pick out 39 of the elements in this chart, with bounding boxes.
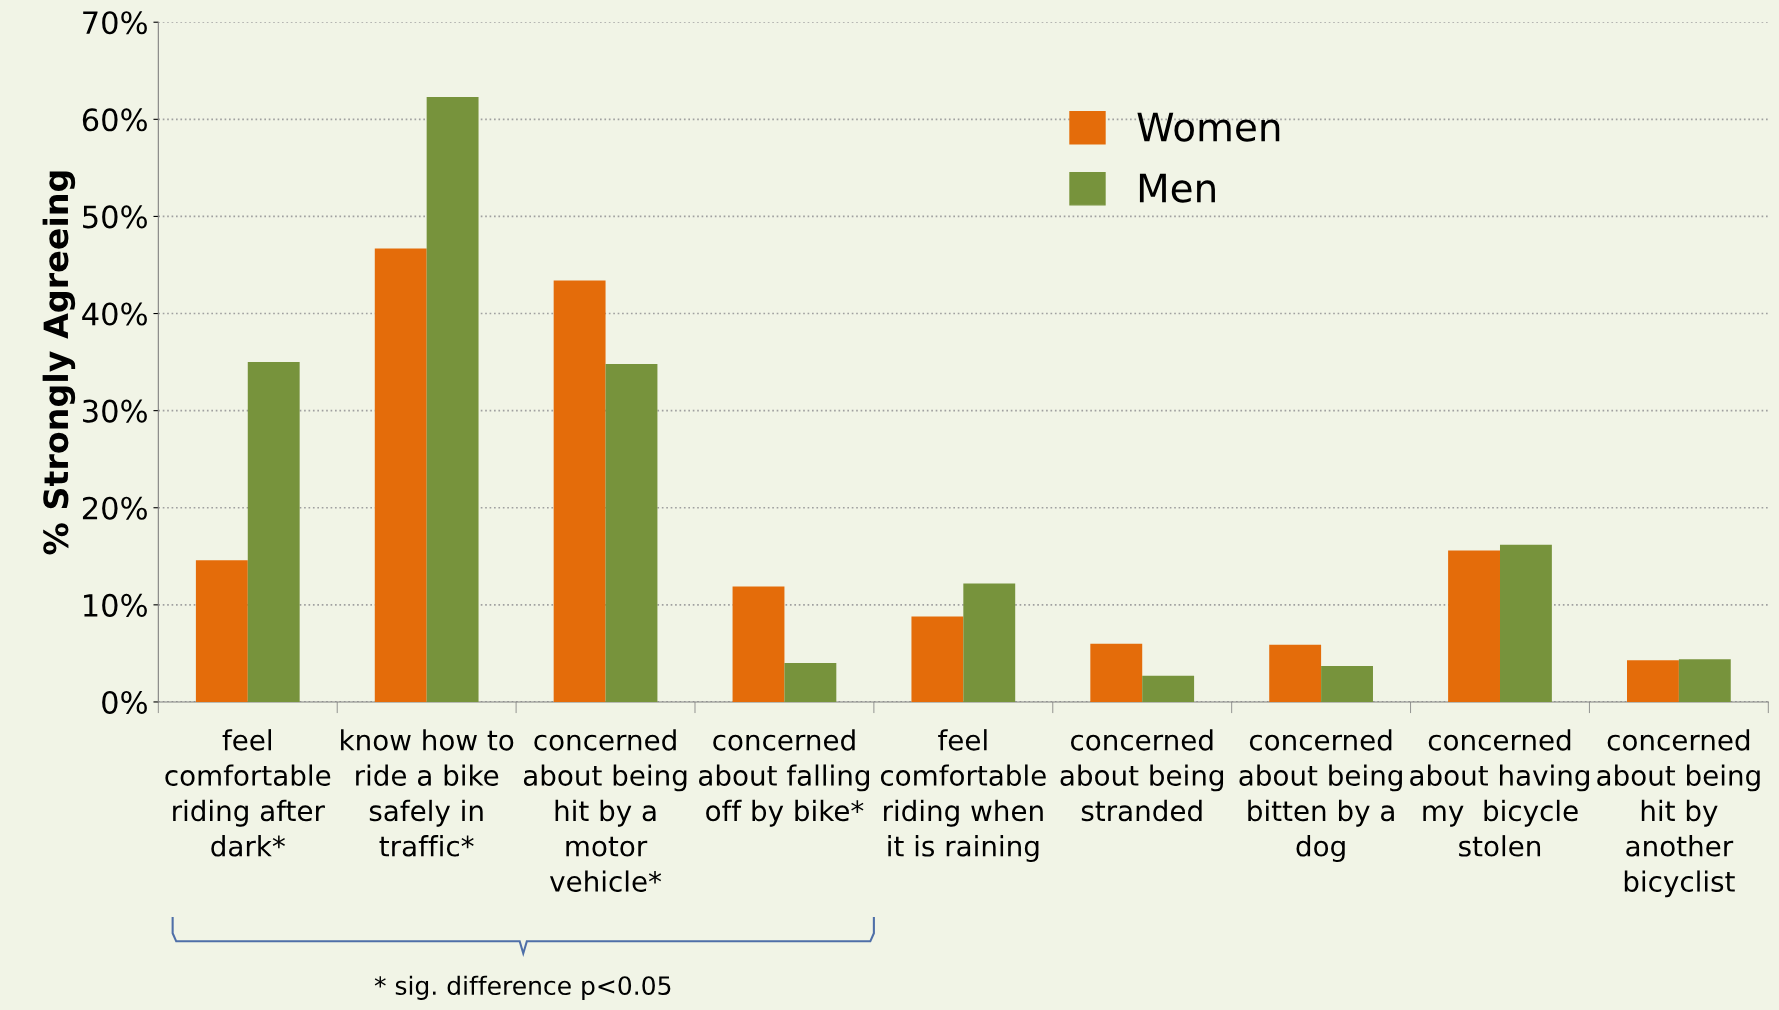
bar <box>963 583 1016 702</box>
x-tick-label: feel comfortable riding when it is raining <box>880 729 1046 862</box>
bar <box>1321 666 1373 702</box>
bar <box>1142 675 1195 702</box>
x-tick-label: concerned about being hit by a motor vehicle* <box>523 729 687 892</box>
bar <box>1627 660 1679 702</box>
x-tick-label: know how to ride a bike safely in traffic* <box>341 729 514 857</box>
x-tick-label: concerned about having my bicycle stolen <box>1410 729 1589 857</box>
y-tick-label: 20% <box>82 496 147 520</box>
x-tick-label: concerned about being bitten by a dog <box>1239 729 1402 862</box>
y-tick-label: 60% <box>82 108 147 132</box>
x-tick-label: concerned about being stranded <box>1060 729 1224 822</box>
x-tick-label: feel comfortable riding after dark* <box>165 729 331 857</box>
bar <box>1678 659 1731 702</box>
bar <box>374 248 427 702</box>
bar <box>784 663 837 702</box>
y-tick-label: 0% <box>102 690 147 714</box>
bar <box>732 586 785 702</box>
bar <box>1499 544 1552 702</box>
y-tick-label: 50% <box>83 205 147 229</box>
x-tick-label: concerned about falling off by bike* <box>699 729 869 827</box>
bar <box>1090 643 1143 702</box>
legend-label: Men <box>1139 173 1215 203</box>
bar <box>605 364 658 702</box>
bar <box>247 362 300 702</box>
legend-label: Women <box>1137 112 1280 142</box>
bar <box>426 96 479 702</box>
bar <box>1448 550 1500 702</box>
bar <box>911 616 964 702</box>
y-tick-label: 40% <box>82 302 147 326</box>
text: * sig. difference p<0.05 <box>374 975 671 1000</box>
y-tick-label: 10% <box>84 593 147 617</box>
bar <box>1269 644 1322 702</box>
y-axis-title: % Strongly Agreeing <box>42 171 76 555</box>
x-tick-label: concerned about being hit by another bicyclist <box>1597 729 1760 898</box>
y-tick-label: 30% <box>83 399 147 423</box>
y-tick-label: 70% <box>83 11 147 35</box>
bar <box>553 280 606 702</box>
bar <box>195 560 248 702</box>
